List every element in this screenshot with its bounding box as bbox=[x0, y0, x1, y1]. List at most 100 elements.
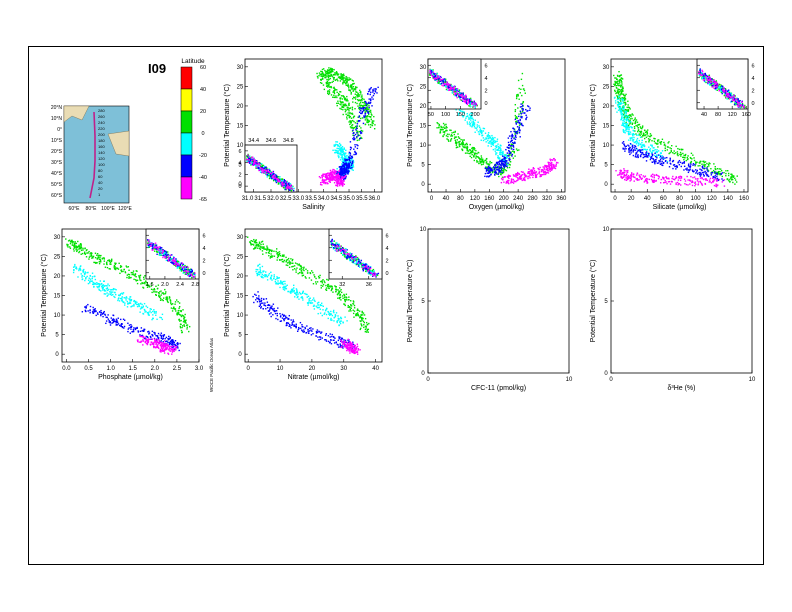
oxygen-point bbox=[503, 160, 505, 163]
salinity-point bbox=[351, 124, 353, 127]
silicate-point bbox=[635, 174, 638, 176]
silicate-point bbox=[622, 113, 625, 116]
silicate-point bbox=[639, 130, 641, 133]
oxygen-point bbox=[491, 141, 494, 144]
salinity-point bbox=[336, 185, 339, 187]
salinity-point bbox=[357, 96, 359, 98]
silicate-point bbox=[614, 77, 616, 79]
silicate-point bbox=[658, 154, 661, 156]
salinity-point bbox=[324, 75, 326, 77]
salinity-point bbox=[339, 171, 341, 173]
oxygen-point bbox=[459, 145, 461, 148]
oxygen-point bbox=[469, 143, 471, 146]
salinity-inset-point bbox=[287, 183, 290, 185]
silicate-inset-point bbox=[718, 88, 720, 90]
silicate-point bbox=[642, 132, 645, 134]
silicate-inset-point bbox=[704, 77, 706, 80]
salinity-point bbox=[350, 85, 352, 88]
oxygen-point bbox=[500, 167, 502, 170]
salinity-point bbox=[374, 90, 376, 92]
silicate-point bbox=[708, 181, 710, 183]
silicate-point bbox=[655, 155, 657, 158]
oxygen-inset-point bbox=[442, 78, 444, 81]
silicate-point bbox=[630, 149, 633, 152]
salinity-inset-point bbox=[250, 160, 252, 163]
silicate-point bbox=[666, 177, 668, 179]
oxygen-point bbox=[497, 143, 499, 145]
salinity-point bbox=[327, 177, 329, 179]
salinity-point bbox=[356, 125, 358, 127]
salinity-point bbox=[351, 84, 353, 86]
silicate-point bbox=[620, 84, 623, 87]
salinity-point bbox=[337, 74, 339, 76]
oxygen-point bbox=[469, 125, 472, 127]
oxygen-point bbox=[476, 161, 478, 163]
oxygen-point bbox=[481, 132, 483, 134]
oxygen-point bbox=[472, 148, 475, 150]
oxygen-point bbox=[472, 120, 475, 123]
salinity-point bbox=[343, 162, 345, 164]
salinity-point bbox=[335, 78, 337, 81]
silicate-point bbox=[625, 93, 627, 96]
oxygen-point bbox=[521, 104, 524, 107]
silicate-point bbox=[632, 174, 635, 176]
oxygen-inset-point bbox=[436, 76, 438, 79]
silicate-point bbox=[637, 129, 640, 132]
oxygen-point bbox=[535, 171, 538, 173]
oxygen-point bbox=[483, 160, 485, 163]
salinity-point bbox=[338, 93, 341, 96]
silicate-point bbox=[682, 152, 684, 155]
oxygen-point bbox=[486, 168, 489, 170]
salinity-inset-point bbox=[265, 174, 267, 176]
salinity-point bbox=[330, 178, 332, 180]
silicate-point bbox=[642, 175, 645, 177]
salinity-point bbox=[336, 104, 338, 107]
silicate-point bbox=[619, 173, 622, 175]
salinity-inset-point bbox=[256, 160, 258, 162]
salinity-inset-point bbox=[272, 173, 274, 175]
silicate-point bbox=[653, 175, 655, 177]
silicate-point bbox=[635, 178, 637, 180]
salinity-ytick-label: 20 bbox=[237, 104, 244, 110]
oxygen-point bbox=[488, 135, 490, 137]
salinity-point bbox=[322, 173, 324, 176]
silicate-point bbox=[651, 180, 654, 182]
salinity-point bbox=[360, 129, 363, 132]
silicate-inset-point bbox=[720, 84, 722, 86]
silicate-point bbox=[645, 160, 648, 162]
oxygen-point bbox=[463, 111, 465, 113]
oxygen-point bbox=[497, 145, 500, 148]
salinity-inset-point bbox=[269, 176, 271, 178]
silicate-point bbox=[719, 173, 721, 176]
silicate-point bbox=[673, 152, 675, 155]
salinity-point bbox=[351, 79, 353, 82]
salinity-point bbox=[337, 80, 339, 82]
oxygen-point bbox=[508, 144, 510, 146]
salinity-point bbox=[370, 98, 372, 100]
oxygen-point bbox=[542, 166, 544, 168]
salinity-point bbox=[336, 78, 338, 80]
salinity-point bbox=[335, 178, 337, 181]
silicate-point bbox=[649, 155, 651, 158]
silicate-point bbox=[668, 180, 671, 183]
silicate-point bbox=[628, 150, 630, 152]
oxygen-point bbox=[513, 141, 516, 143]
salinity-point bbox=[344, 177, 347, 179]
silicate-point bbox=[623, 98, 626, 101]
salinity-point bbox=[345, 162, 347, 164]
salinity-point bbox=[346, 98, 348, 100]
salinity-point bbox=[358, 116, 360, 118]
salinity-inset-point bbox=[246, 160, 249, 162]
silicate-point bbox=[620, 108, 623, 110]
oxygen-point bbox=[497, 156, 500, 159]
salinity-point bbox=[335, 175, 337, 178]
salinity-point bbox=[337, 172, 339, 175]
salinity-point bbox=[346, 106, 348, 109]
salinity-inset-point bbox=[263, 165, 266, 168]
silicate-inset-point bbox=[701, 77, 703, 80]
oxygen-point bbox=[521, 124, 523, 126]
salinity-point bbox=[338, 179, 341, 181]
oxygen-point bbox=[440, 125, 442, 128]
oxygen-point bbox=[518, 113, 520, 115]
oxygen-point bbox=[523, 172, 526, 175]
